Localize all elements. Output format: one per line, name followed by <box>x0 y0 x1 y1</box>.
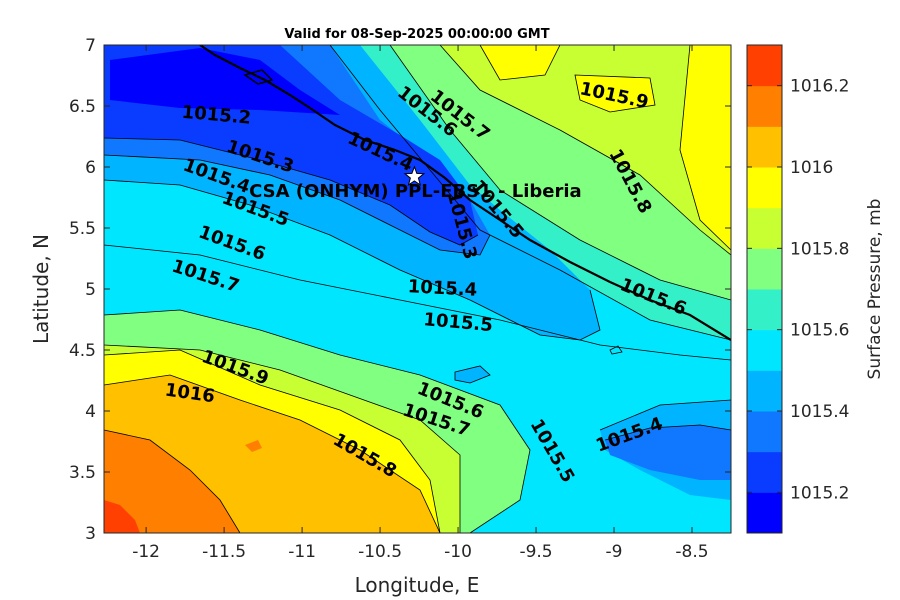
band-1016-1-south <box>104 430 240 533</box>
colorbar-tick-label: 1015.8 <box>790 239 849 259</box>
band-1016-2-south <box>104 500 140 533</box>
x-tick-label: -12 <box>132 542 160 562</box>
y-tick-label: 5.5 <box>69 219 96 239</box>
colorbar-swatch <box>747 167 782 209</box>
contour-lines <box>104 45 731 533</box>
colorbar-swatch <box>747 492 782 534</box>
y-tick-label: 6 <box>85 158 96 178</box>
band-1015-1 <box>110 48 340 115</box>
x-tick-label: -8.5 <box>675 542 708 562</box>
colorbar-frame <box>746 44 783 534</box>
x-tick-label: -9 <box>606 542 623 562</box>
y-tick-label: 3 <box>85 524 96 544</box>
band-1015-3-southeast <box>605 425 731 480</box>
coastline-inlet <box>243 69 274 85</box>
x-tick-label: -10 <box>444 542 472 562</box>
band-1015-8-north <box>440 45 731 255</box>
colorbar-swatch <box>747 207 782 249</box>
y-tick-label: 3.5 <box>69 463 96 483</box>
colorbar-swatch <box>747 248 782 290</box>
colorbar-tick-label: 1015.4 <box>790 402 849 422</box>
x-tick-label: -11.5 <box>202 542 246 562</box>
band-1016-1-blob <box>245 440 262 452</box>
y-tick-label: 6.5 <box>69 97 96 117</box>
x-tick-label: -9.5 <box>519 542 552 562</box>
colorbar-label: Surface Pressure, mb <box>865 199 885 380</box>
station-star-icon <box>403 165 426 187</box>
station-label: CSA (ONHYM) PPL-EBS1 - Liberia <box>249 181 582 202</box>
colorbar-ticks: 1015.2 1015.4 1015.6 1015.8 1016 1016.2 <box>747 77 849 503</box>
colorbar-swatch <box>747 411 782 453</box>
contour-label: 1015.4 <box>407 276 477 301</box>
y-tick-label: 4 <box>85 402 96 422</box>
band-1015-9-north-c <box>575 75 655 112</box>
coastline <box>199 45 731 341</box>
colorbar-swatch <box>747 451 782 493</box>
colorbar <box>747 45 782 534</box>
contour-field <box>104 45 731 533</box>
y-tick-label: 4.5 <box>69 341 96 361</box>
x-tick-label: -11 <box>288 542 316 562</box>
colorbar-tick-label: 1016.2 <box>790 77 849 97</box>
colorbar-swatch <box>747 370 782 412</box>
y-tick-label: 7 <box>85 36 96 56</box>
y-axis-ticks: 3 3.5 4 4.5 5 5.5 6 6.5 7 <box>69 36 731 544</box>
station-marker: CSA (ONHYM) PPL-EBS1 - Liberia <box>249 165 582 202</box>
colorbar-swatch <box>747 329 782 371</box>
colorbar-tick-label: 1016 <box>790 158 833 178</box>
band-1015-9-north <box>480 45 731 250</box>
colorbar-tick-label: 1015.2 <box>790 483 849 503</box>
colorbar-swatch <box>747 289 782 331</box>
colorbar-swatch <box>747 126 782 168</box>
chart-title: Valid for 08-Sep-2025 00:00:00 GMT <box>284 27 549 42</box>
colorbar-swatch <box>747 85 782 127</box>
colorbar-swatch <box>747 45 782 87</box>
band-1015-9-north-b <box>480 45 560 80</box>
x-axis-label: Longitude, E <box>355 573 480 597</box>
x-axis-ticks: -12 -11.5 -11 -10.5 -10 -9.5 -9 -8.5 <box>132 45 709 562</box>
y-tick-label: 5 <box>85 280 96 300</box>
y-axis-label: Latitude, N <box>29 234 53 344</box>
colorbar-tick-label: 1015.6 <box>790 321 849 341</box>
x-tick-label: -10.5 <box>358 542 402 562</box>
